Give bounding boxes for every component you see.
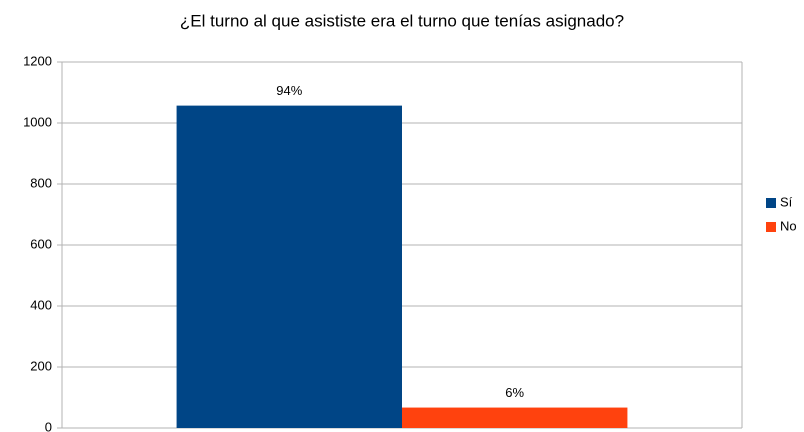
legend-label: No <box>780 218 797 233</box>
y-tick-label: 0 <box>45 419 52 432</box>
y-tick-label: 600 <box>30 236 52 251</box>
legend-swatch <box>766 198 776 208</box>
legend-label: Sí <box>780 194 793 209</box>
y-tick-label: 1000 <box>23 114 52 129</box>
data-label: 94% <box>276 83 302 98</box>
y-tick-label: 1200 <box>23 53 52 68</box>
y-tick-label: 800 <box>30 175 52 190</box>
y-tick-label: 200 <box>30 358 52 373</box>
y-tick-label: 400 <box>30 297 52 312</box>
bar <box>402 407 628 428</box>
bar <box>176 105 402 429</box>
legend-swatch <box>766 222 776 232</box>
data-label: 6% <box>505 385 524 400</box>
chart-title: ¿El turno al que asististe era el turno … <box>180 11 624 30</box>
